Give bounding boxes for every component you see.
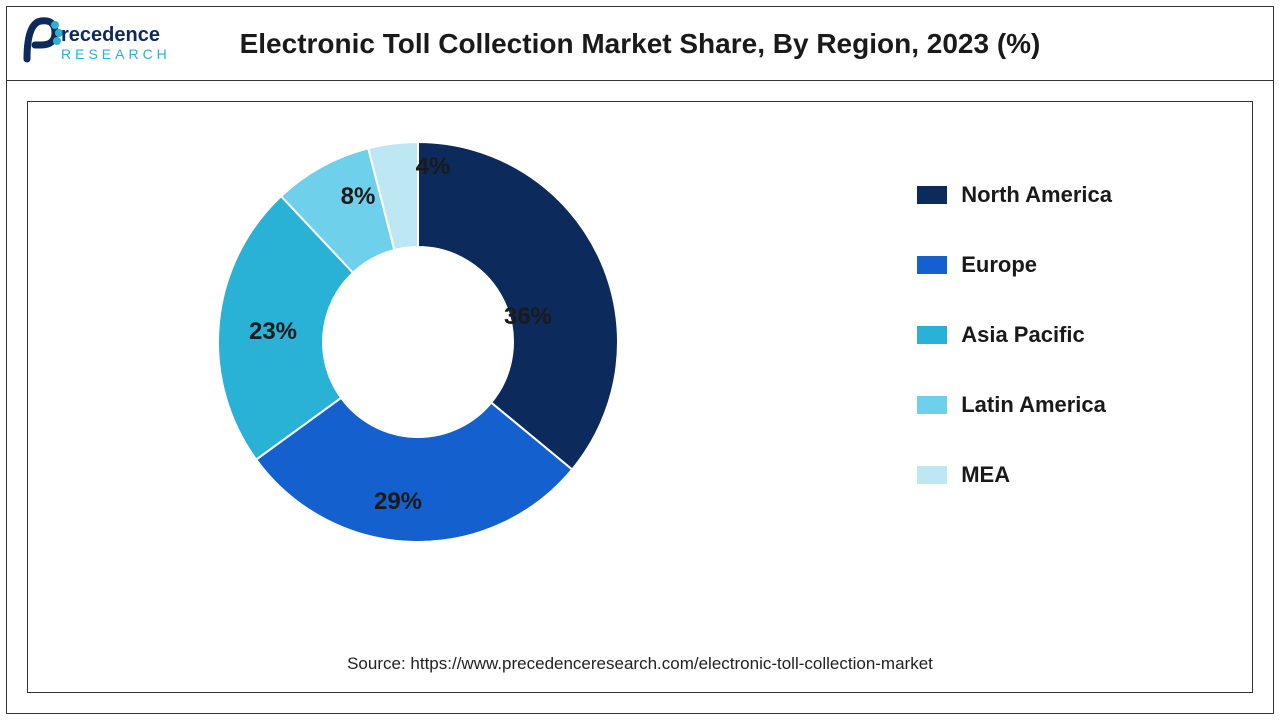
logo-text-lower: RESEARCH xyxy=(61,46,171,62)
slice-percent-label: 8% xyxy=(341,183,376,211)
legend-label: Asia Pacific xyxy=(961,322,1085,348)
legend-swatch xyxy=(917,466,947,484)
legend-swatch xyxy=(917,186,947,204)
legend-swatch xyxy=(917,396,947,414)
logo-mark xyxy=(27,21,63,59)
legend-item: Latin America xyxy=(917,392,1112,418)
source-citation: Source: https://www.precedenceresearch.c… xyxy=(28,654,1252,674)
legend-item: MEA xyxy=(917,462,1112,488)
outer-frame: recedence RESEARCH Electronic Toll Colle… xyxy=(6,6,1274,714)
legend-swatch xyxy=(917,326,947,344)
header-band: recedence RESEARCH Electronic Toll Colle… xyxy=(7,7,1273,81)
logo-text-upper: recedence xyxy=(61,24,160,46)
legend-item: Asia Pacific xyxy=(917,322,1112,348)
legend-swatch xyxy=(917,256,947,274)
donut-chart: 36% 29% 23% 8% 4% xyxy=(208,132,628,552)
legend-label: MEA xyxy=(961,462,1010,488)
legend-label: Latin America xyxy=(961,392,1106,418)
legend-label: North America xyxy=(961,182,1112,208)
brand-logo: recedence RESEARCH xyxy=(21,15,191,73)
legend-item: Europe xyxy=(917,252,1112,278)
chart-title: Electronic Toll Collection Market Share,… xyxy=(7,28,1273,60)
slice-percent-label: 23% xyxy=(249,318,297,346)
legend: North America Europe Asia Pacific Latin Ame… xyxy=(917,182,1112,488)
legend-label: Europe xyxy=(961,252,1037,278)
chart-panel: 36% 29% 23% 8% 4% North America Europe Asia Pa… xyxy=(27,101,1253,693)
slice-percent-label: 36% xyxy=(504,303,552,331)
slice-percent-label: 29% xyxy=(374,488,422,516)
slice-percent-label: 4% xyxy=(416,153,451,181)
legend-item: North America xyxy=(917,182,1112,208)
